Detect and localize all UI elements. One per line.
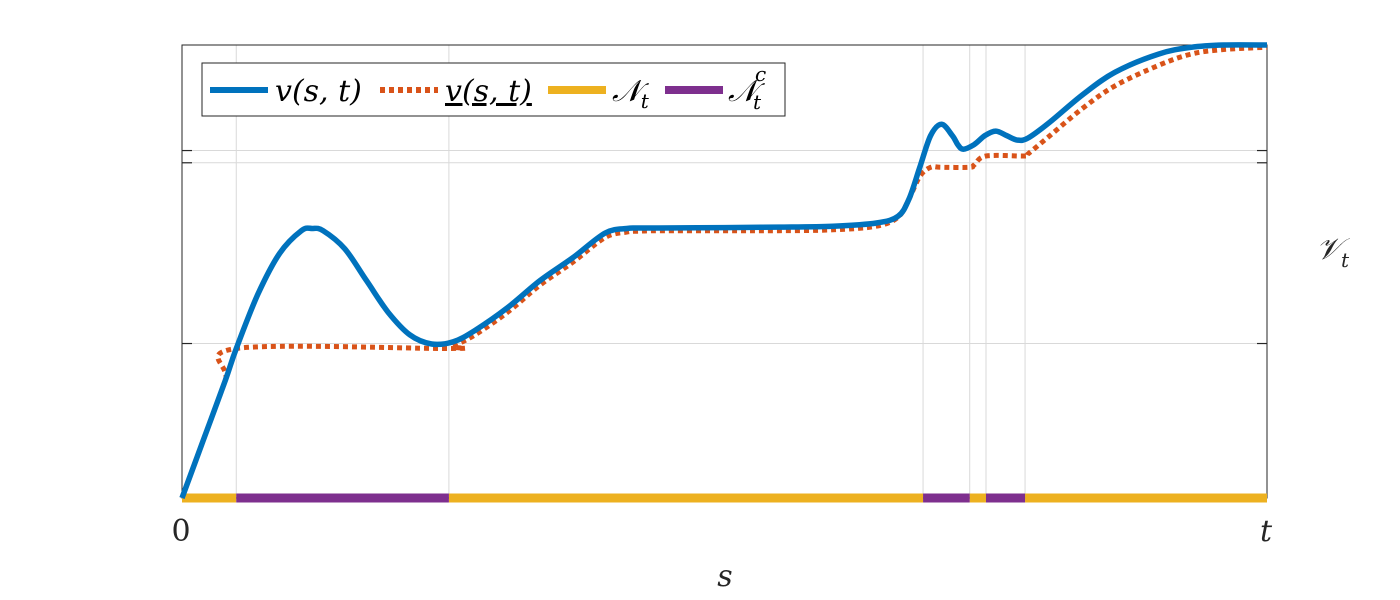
y-axis-label-sub: t [1341,248,1350,272]
axis-labels: 0 t s 𝒱t [171,232,1350,594]
series-lines [179,42,1268,499]
legend-label-Nc-sub: t [753,90,762,114]
x-tick-label-t: t [1260,514,1273,549]
legend-label-v-lower: v(s, t) [445,74,532,109]
tick-marks [182,149,1267,345]
grid-lines [182,45,1267,498]
legend-label-Nc: 𝒩c t [728,62,766,114]
x-axis-label: s [717,559,732,594]
series-line-v [179,42,1268,499]
series-line-v-lower [179,44,1268,499]
x-tick-label-0: 0 [171,514,190,549]
legend-label-N-sub: t [641,89,650,113]
legend-label-Nc-sup: c [755,62,766,86]
legend-label-v: v(s, t) [275,74,362,109]
y-axis-label: 𝒱t [1316,232,1350,272]
legend: v(s, t) v(s, t) 𝒩t 𝒩c t [201,62,786,117]
